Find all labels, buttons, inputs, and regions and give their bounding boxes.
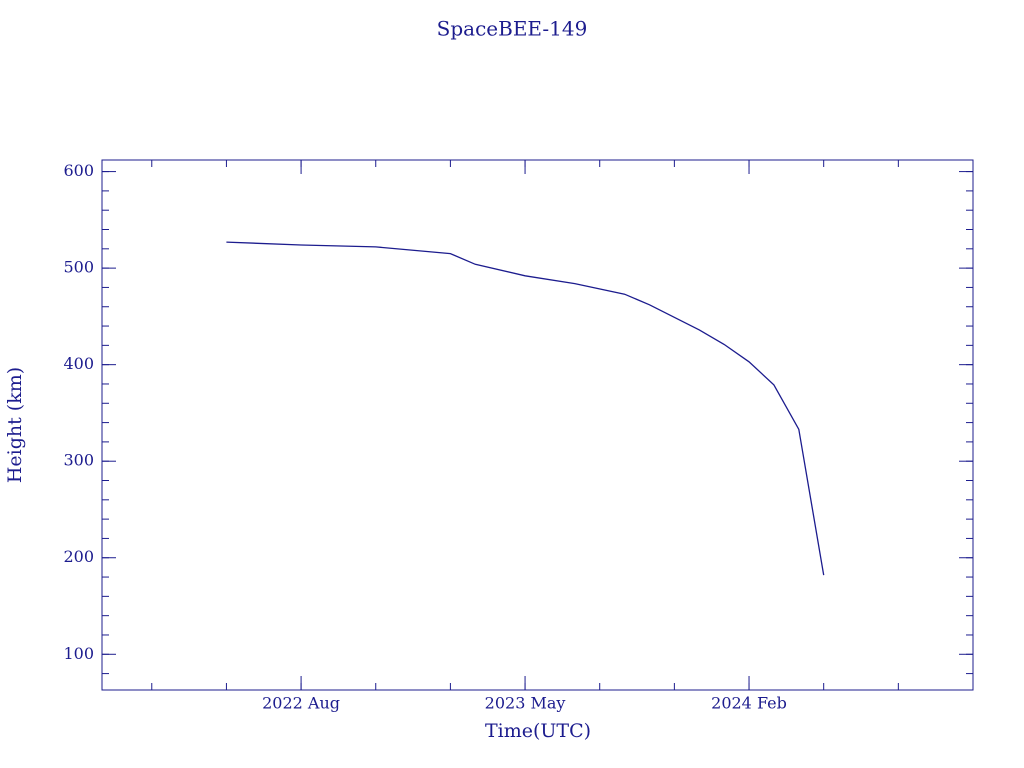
y-tick-label: 300 [63,451,94,470]
y-tick-label: 100 [63,644,94,663]
y-tick-label: 600 [63,161,94,180]
y-axis-label: Height (km) [4,367,26,483]
data-line [226,241,825,576]
x-tick-label: 2022 Aug [262,694,340,713]
y-tick-label: 500 [63,258,94,277]
x-tick-label: 2024 Feb [711,694,787,713]
y-tick-label: 400 [63,354,94,373]
x-axis-label: Time(UTC) [485,720,591,742]
plot-frame [101,159,974,691]
y-tick-label: 200 [63,547,94,566]
x-tick-label: 2023 May [485,694,566,713]
chart-title: SpaceBEE-149 [437,17,588,41]
